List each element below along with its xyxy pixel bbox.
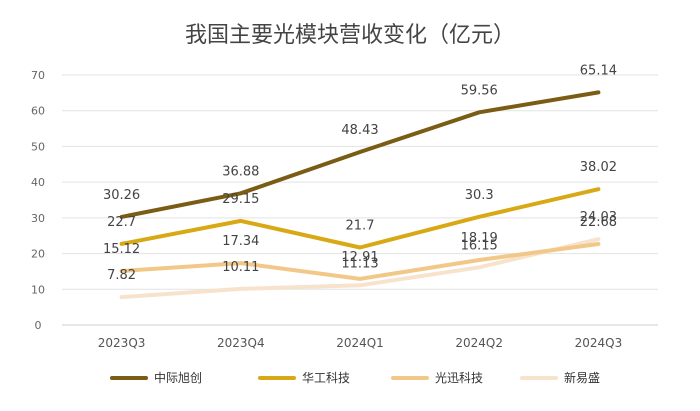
x-tick-label: 2024Q3 bbox=[575, 336, 623, 350]
x-axis: 2023Q3 2023Q4 2024Q1 2024Q2 2024Q3 bbox=[98, 336, 622, 350]
data-label: 10.11 bbox=[222, 260, 259, 275]
x-tick-label: 2024Q1 bbox=[336, 336, 384, 350]
legend-item: 中际旭创 bbox=[110, 370, 202, 385]
data-label: 22.7 bbox=[107, 215, 136, 230]
legend-label: 中际旭创 bbox=[154, 370, 202, 385]
series-line-3 bbox=[119, 242, 601, 281]
x-tick-label: 2024Q2 bbox=[455, 336, 503, 350]
y-tick-label: 60 bbox=[31, 105, 45, 118]
series-line-1 bbox=[119, 90, 601, 219]
legend-label: 光迅科技 bbox=[435, 371, 483, 385]
legend: 中际旭创 华工科技 光迅科技 新易盛 bbox=[110, 370, 600, 385]
data-label: 65.14 bbox=[580, 63, 617, 78]
series-lines bbox=[119, 90, 601, 300]
data-label: 36.88 bbox=[222, 164, 259, 179]
legend-label: 华工科技 bbox=[302, 371, 350, 385]
series-line-4 bbox=[119, 237, 601, 300]
data-label: 11.13 bbox=[341, 256, 378, 271]
data-label: 12.91 bbox=[341, 250, 378, 265]
y-tick-label: 20 bbox=[31, 248, 45, 261]
data-label: 22.68 bbox=[580, 215, 617, 230]
y-tick-label: 50 bbox=[31, 140, 45, 153]
series-line-2 bbox=[119, 187, 601, 250]
data-label: 24.03 bbox=[580, 210, 617, 225]
gridlines bbox=[62, 74, 658, 326]
legend-item: 新易盛 bbox=[520, 370, 600, 385]
data-label: 21.7 bbox=[346, 219, 375, 234]
data-label: 29.15 bbox=[222, 192, 259, 207]
legend-item: 华工科技 bbox=[258, 371, 350, 385]
chart-title: 我国主要光模块营收变化（亿元） bbox=[185, 23, 515, 48]
y-tick-label: 70 bbox=[31, 69, 45, 82]
legend-item: 光迅科技 bbox=[391, 371, 483, 385]
data-label: 48.43 bbox=[341, 123, 378, 138]
x-tick-label: 2023Q4 bbox=[217, 336, 265, 350]
x-tick-label: 2023Q3 bbox=[98, 336, 146, 350]
data-label: 59.56 bbox=[461, 83, 498, 98]
y-axis: 0 10 20 30 40 50 60 70 bbox=[31, 69, 45, 332]
data-label: 17.34 bbox=[222, 234, 259, 249]
data-labels: 30.26 36.88 48.43 59.56 65.14 22.7 29.15 21.7 30… bbox=[103, 63, 617, 283]
legend-label: 新易盛 bbox=[564, 370, 600, 385]
data-label: 7.82 bbox=[107, 268, 136, 283]
y-tick-label: 0 bbox=[35, 319, 42, 332]
data-label: 30.3 bbox=[465, 188, 494, 203]
data-label: 38.02 bbox=[580, 160, 617, 175]
data-label: 30.26 bbox=[103, 188, 140, 203]
data-label: 16.15 bbox=[461, 238, 498, 253]
y-tick-label: 10 bbox=[31, 283, 45, 296]
data-label: 18.19 bbox=[461, 231, 498, 246]
data-label: 15.12 bbox=[103, 242, 140, 257]
y-tick-label: 30 bbox=[31, 212, 45, 225]
y-tick-label: 40 bbox=[31, 176, 45, 189]
